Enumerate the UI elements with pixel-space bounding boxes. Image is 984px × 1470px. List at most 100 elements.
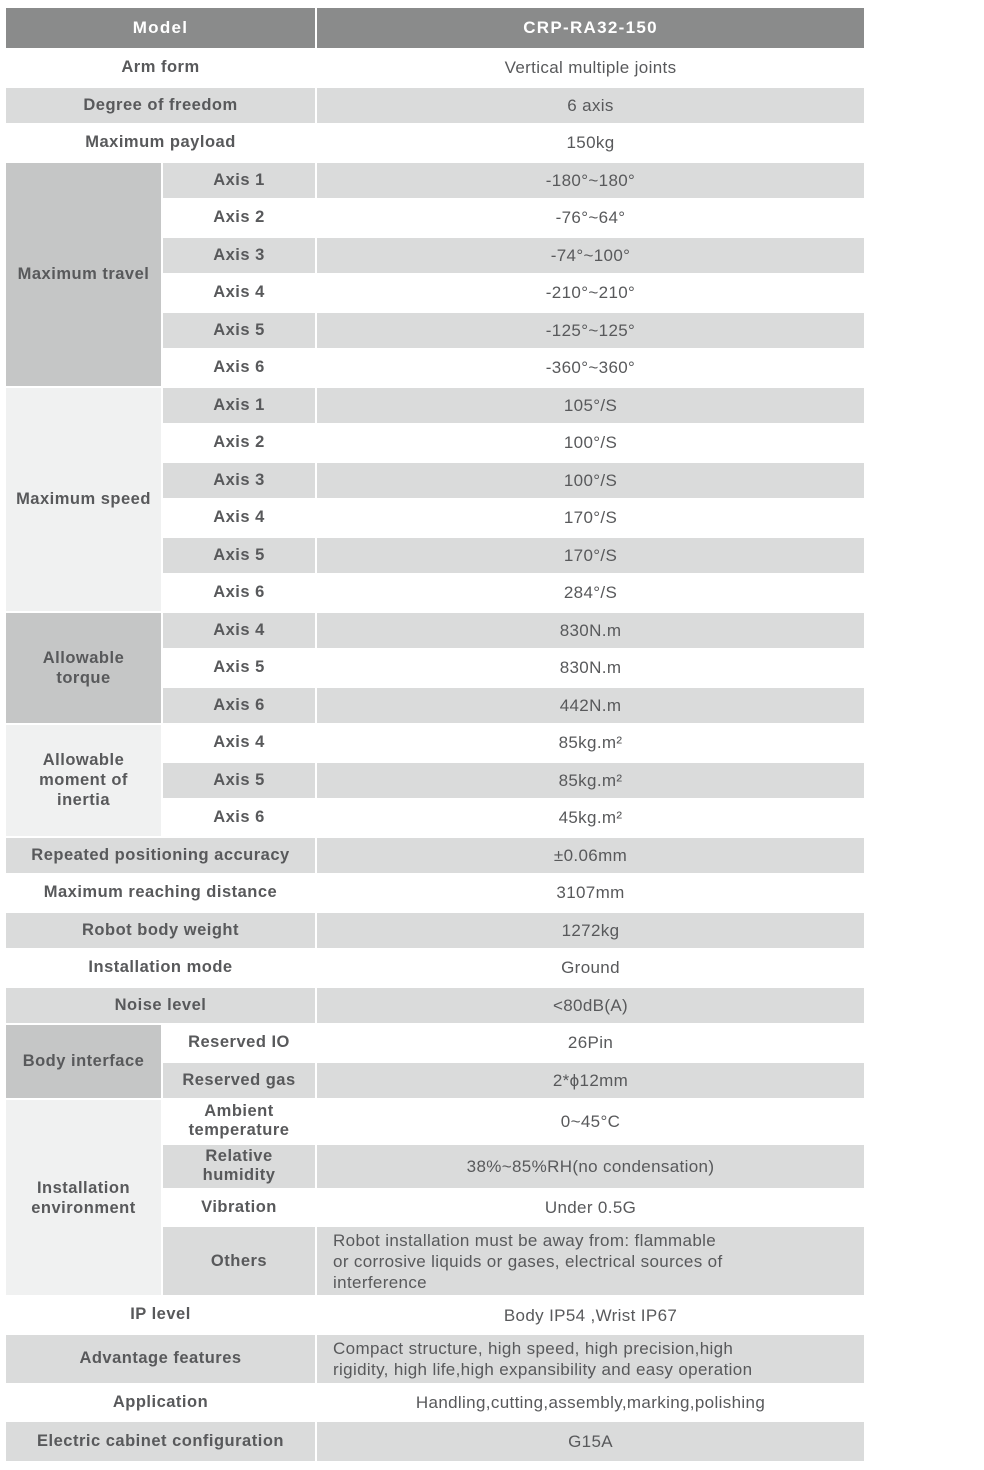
row-sublabel-cell: Reserved IO <box>163 1025 316 1061</box>
table-row: Maximum reaching distance 3107mm <box>6 875 865 911</box>
row-label-cell: Repeated positioning accuracy <box>6 837 316 873</box>
table-row: Axis 6 284°/S <box>6 575 865 611</box>
row-label-cell: Noise level <box>6 987 316 1023</box>
group-label-cell: Installation environment <box>6 1100 161 1296</box>
row-sublabel-cell: Axis 1 <box>163 162 316 198</box>
row-value-cell: Robot installation must be away from: fl… <box>317 1227 865 1296</box>
row-value-cell: 26Pin <box>317 1025 865 1061</box>
row-value-cell: -125°~125° <box>317 312 865 348</box>
row-label-cell: Robot body weight <box>6 912 316 948</box>
row-sublabel-cell: Ambient temperature <box>163 1100 316 1143</box>
table-row: Axis 5 -125°~125° <box>6 312 865 348</box>
row-value-cell: 2*ϕ12mm <box>317 1062 865 1098</box>
row-value-cell: 170°/S <box>317 537 865 573</box>
row-value-cell: Compact structure, high speed, high prec… <box>317 1334 865 1383</box>
table-row: Installation environment Ambient temperat… <box>6 1100 865 1296</box>
row-value-cell: 830N.m <box>317 650 865 686</box>
spec-table-body: Model CRP-RA32-150 Arm form Vertical mult… <box>6 8 865 1462</box>
row-value-cell: -74°~100° <box>317 237 865 273</box>
row-sublabel-cell: Axis 1 <box>163 387 316 423</box>
row-value-cell: Vertical multiple joints <box>317 50 865 86</box>
row-value-cell: G15A <box>317 1422 865 1462</box>
row-value-cell: 105°/S <box>317 387 865 423</box>
row-label-cell: Installation mode <box>6 950 316 986</box>
row-label-cell: Advantage features <box>6 1334 316 1383</box>
row-value-cell: 100°/S <box>317 462 865 498</box>
table-row: Axis 2 -76°~64° <box>6 200 865 236</box>
table-row: Degree of freedom 6 axis <box>6 87 865 123</box>
row-value-cell: Body IP54 ,Wrist IP67 <box>317 1297 865 1333</box>
table-row: Axis 3 100°/S <box>6 462 865 498</box>
table-row: Noise level <80dB(A) <box>6 987 865 1023</box>
header-row: Model CRP-RA32-150 <box>6 8 865 48</box>
table-row: Maximum travel Axis 1 -180°~180° <box>6 162 865 386</box>
row-value-cell: 6 axis <box>317 87 865 123</box>
row-sublabel-cell: Axis 4 <box>163 725 316 761</box>
row-sublabel-cell: Axis 6 <box>163 575 316 611</box>
row-value-cell: 45kg.m² <box>317 800 865 836</box>
group-label-cell: Maximum travel <box>6 162 161 386</box>
table-row: Axis 6 442N.m <box>6 687 865 723</box>
row-value-cell: <80dB(A) <box>317 987 865 1023</box>
row-value-cell: 85kg.m² <box>317 725 865 761</box>
row-label-cell: Degree of freedom <box>6 87 316 123</box>
table-row: Allowable moment of inertia Axis 4 85kg.m² <box>6 725 865 836</box>
table-row: Repeated positioning accuracy ±0.06mm <box>6 837 865 873</box>
row-value-cell: 100°/S <box>317 425 865 461</box>
group-label-cell: Allowable moment of inertia <box>6 725 161 836</box>
row-value-cell: 85kg.m² <box>317 762 865 798</box>
row-value-cell: 3107mm <box>317 875 865 911</box>
row-value-cell: Under 0.5G <box>317 1189 865 1226</box>
row-value-cell: 830N.m <box>317 612 865 648</box>
table-row: Advantage features Compact structure, hig… <box>6 1334 865 1383</box>
row-value-cell: 1272kg <box>317 912 865 948</box>
row-label-cell: IP level <box>6 1297 316 1333</box>
table-row: Reserved gas 2*ϕ12mm <box>6 1062 865 1098</box>
table-row: Electric cabinet configuration G15A <box>6 1422 865 1462</box>
table-row: Axis 5 170°/S <box>6 537 865 573</box>
table-row: Axis 5 85kg.m² <box>6 762 865 798</box>
table-row: Axis 3 -74°~100° <box>6 237 865 273</box>
row-value-cell: -180°~180° <box>317 162 865 198</box>
row-value-cell: 284°/S <box>317 575 865 611</box>
row-value-cell: -360°~360° <box>317 350 865 386</box>
row-value-cell: 442N.m <box>317 687 865 723</box>
table-row: IP level Body IP54 ,Wrist IP67 <box>6 1297 865 1333</box>
row-sublabel-cell: Axis 6 <box>163 687 316 723</box>
row-sublabel-cell: Vibration <box>163 1189 316 1226</box>
table-row: Axis 4 170°/S <box>6 500 865 536</box>
spec-table: Model CRP-RA32-150 Arm form Vertical mult… <box>4 6 866 1463</box>
table-row: Relative humidity 38%~85%RH(no condensati… <box>6 1144 865 1188</box>
row-value-cell: ±0.06mm <box>317 837 865 873</box>
row-value-cell: 0~45°C <box>317 1100 865 1143</box>
row-sublabel-cell: Axis 4 <box>163 500 316 536</box>
row-sublabel-cell: Reserved gas <box>163 1062 316 1098</box>
row-sublabel-cell: Axis 6 <box>163 800 316 836</box>
row-value-cell: Handling,cutting,assembly,marking,polish… <box>317 1384 865 1421</box>
table-row: Axis 2 100°/S <box>6 425 865 461</box>
table-row: Axis 4 -210°~210° <box>6 275 865 311</box>
table-row: Application Handling,cutting,assembly,mar… <box>6 1384 865 1421</box>
row-value-cell: -210°~210° <box>317 275 865 311</box>
row-sublabel-cell: Axis 3 <box>163 237 316 273</box>
row-value-cell: Ground <box>317 950 865 986</box>
table-row: Body interface Reserved IO 26Pin <box>6 1025 865 1098</box>
table-row: Arm form Vertical multiple joints <box>6 50 865 86</box>
row-sublabel-cell: Axis 4 <box>163 275 316 311</box>
model-value-cell: CRP-RA32-150 <box>317 8 865 48</box>
model-label-cell: Model <box>6 8 316 48</box>
table-row: Robot body weight 1272kg <box>6 912 865 948</box>
row-label-cell: Electric cabinet configuration <box>6 1422 316 1462</box>
row-label-cell: Application <box>6 1384 316 1421</box>
table-row: Axis 6 45kg.m² <box>6 800 865 836</box>
row-sublabel-cell: Axis 5 <box>163 312 316 348</box>
table-row: Others Robot installation must be away fr… <box>6 1227 865 1296</box>
table-row: Vibration Under 0.5G <box>6 1189 865 1226</box>
row-label-cell: Arm form <box>6 50 316 86</box>
row-sublabel-cell: Others <box>163 1227 316 1296</box>
row-sublabel-cell: Axis 5 <box>163 650 316 686</box>
table-row: Installation mode Ground <box>6 950 865 986</box>
table-row: Axis 5 830N.m <box>6 650 865 686</box>
row-value-cell: 38%~85%RH(no condensation) <box>317 1144 865 1188</box>
row-sublabel-cell: Axis 4 <box>163 612 316 648</box>
